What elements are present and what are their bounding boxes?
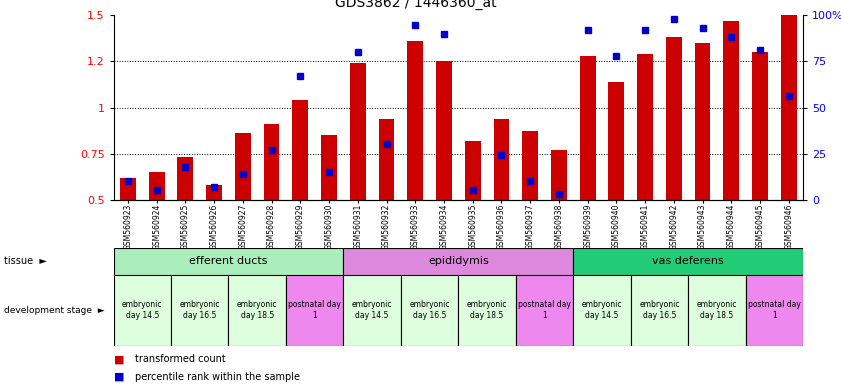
Text: GDS3862 / 1446360_at: GDS3862 / 1446360_at xyxy=(336,0,497,10)
Text: postnatal day
1: postnatal day 1 xyxy=(288,300,341,320)
Bar xyxy=(465,141,480,200)
Bar xyxy=(177,157,193,200)
Bar xyxy=(574,248,803,275)
Bar xyxy=(494,119,510,200)
Bar xyxy=(637,54,653,200)
Text: embryonic
day 16.5: embryonic day 16.5 xyxy=(639,300,680,320)
Bar xyxy=(723,21,739,200)
Bar xyxy=(206,185,222,200)
Bar xyxy=(114,248,343,275)
Text: embryonic
day 14.5: embryonic day 14.5 xyxy=(122,300,162,320)
Text: embryonic
day 16.5: embryonic day 16.5 xyxy=(179,300,220,320)
Text: postnatal day
1: postnatal day 1 xyxy=(518,300,571,320)
Bar xyxy=(666,38,682,200)
Bar xyxy=(574,275,631,346)
Bar xyxy=(343,248,574,275)
Bar xyxy=(229,275,286,346)
Text: ■: ■ xyxy=(114,354,128,364)
Bar xyxy=(458,275,516,346)
Bar xyxy=(746,275,803,346)
Bar xyxy=(436,61,452,200)
Text: vas deferens: vas deferens xyxy=(653,256,724,266)
Bar xyxy=(149,172,165,200)
Bar xyxy=(407,41,423,200)
Bar xyxy=(321,135,337,200)
Bar xyxy=(378,119,394,200)
Text: epididymis: epididymis xyxy=(428,256,489,266)
Bar xyxy=(551,150,567,200)
Text: embryonic
day 18.5: embryonic day 18.5 xyxy=(467,300,507,320)
Text: ■: ■ xyxy=(114,372,128,382)
Bar xyxy=(350,63,366,200)
Bar xyxy=(688,275,746,346)
Text: efferent ducts: efferent ducts xyxy=(189,256,267,266)
Text: development stage  ►: development stage ► xyxy=(4,306,105,314)
Text: embryonic
day 18.5: embryonic day 18.5 xyxy=(237,300,278,320)
Bar xyxy=(631,275,688,346)
Bar xyxy=(286,275,343,346)
Text: embryonic
day 14.5: embryonic day 14.5 xyxy=(352,300,393,320)
Bar xyxy=(171,275,229,346)
Text: postnatal day
1: postnatal day 1 xyxy=(748,300,801,320)
Bar xyxy=(264,124,279,200)
Bar xyxy=(401,275,458,346)
Text: embryonic
day 14.5: embryonic day 14.5 xyxy=(582,300,622,320)
Bar xyxy=(752,52,768,200)
Bar xyxy=(522,131,538,200)
Bar xyxy=(781,15,796,200)
Bar xyxy=(695,43,711,200)
Bar xyxy=(293,100,308,200)
Bar xyxy=(609,82,624,200)
Bar xyxy=(579,56,595,200)
Bar xyxy=(235,133,251,200)
Text: embryonic
day 16.5: embryonic day 16.5 xyxy=(410,300,450,320)
Text: tissue  ►: tissue ► xyxy=(4,256,47,266)
Text: percentile rank within the sample: percentile rank within the sample xyxy=(135,372,299,382)
Bar xyxy=(120,177,135,200)
Bar xyxy=(343,275,401,346)
Bar xyxy=(114,275,171,346)
Bar xyxy=(516,275,574,346)
Text: embryonic
day 18.5: embryonic day 18.5 xyxy=(696,300,738,320)
Text: transformed count: transformed count xyxy=(135,354,225,364)
